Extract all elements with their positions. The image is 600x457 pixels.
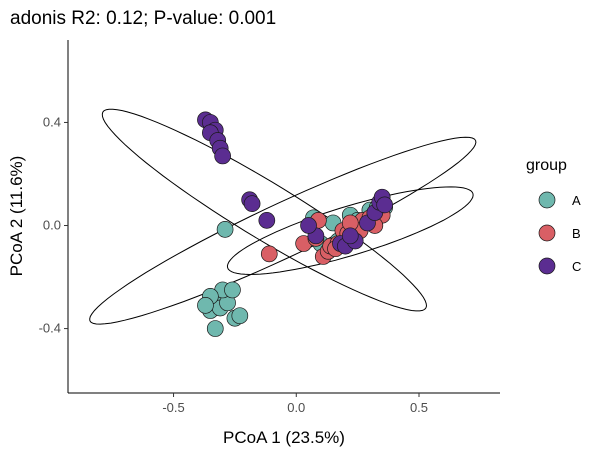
legend: group A B C — [526, 157, 581, 275]
x-tick-label: 0.0 — [287, 400, 305, 415]
x-tick-label: -0.5 — [162, 400, 184, 415]
point-A — [231, 307, 249, 325]
confidence-ellipses — [89, 108, 477, 325]
x-axis-ticks: -0.5 0.0 0.5 — [162, 393, 428, 415]
point-C — [376, 196, 393, 214]
scatter-points — [197, 111, 393, 337]
legend-title: group — [526, 157, 567, 174]
point-A — [216, 221, 234, 238]
ellipse-A — [89, 136, 477, 325]
point-C — [243, 195, 261, 212]
point-A — [206, 320, 224, 337]
ellipse-B — [226, 186, 474, 276]
point-C — [258, 212, 276, 229]
point-B — [260, 245, 278, 263]
point-C — [341, 227, 359, 245]
x-tick-label: 0.5 — [410, 400, 428, 415]
point-C — [214, 147, 231, 165]
y-axis-ticks: -0.4 0.0 0.4 — [39, 114, 68, 336]
point-A — [224, 281, 241, 299]
legend-label-A: A — [572, 193, 581, 208]
legend-key-C — [538, 257, 556, 275]
chart-title: adonis R2: 0.12; P-value: 0.001 — [10, 8, 276, 29]
legend-label-B: B — [572, 226, 581, 241]
y-axis-title: PCoA 2 (11.6%) — [7, 156, 26, 277]
y-tick-label: 0.0 — [43, 218, 61, 233]
point-C — [300, 217, 317, 234]
y-tick-label: 0.4 — [43, 114, 61, 129]
legend-label-C: C — [572, 259, 581, 274]
legend-key-A — [538, 191, 556, 209]
point-A — [197, 297, 214, 314]
y-tick-label: -0.4 — [39, 321, 61, 336]
legend-key-B — [538, 224, 556, 242]
x-axis-title: PCoA 1 (23.5%) — [223, 428, 345, 447]
